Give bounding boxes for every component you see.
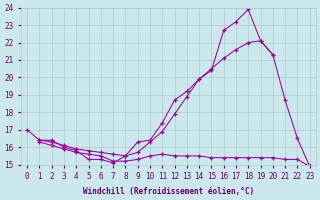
X-axis label: Windchill (Refroidissement éolien,°C): Windchill (Refroidissement éolien,°C) <box>83 187 254 196</box>
